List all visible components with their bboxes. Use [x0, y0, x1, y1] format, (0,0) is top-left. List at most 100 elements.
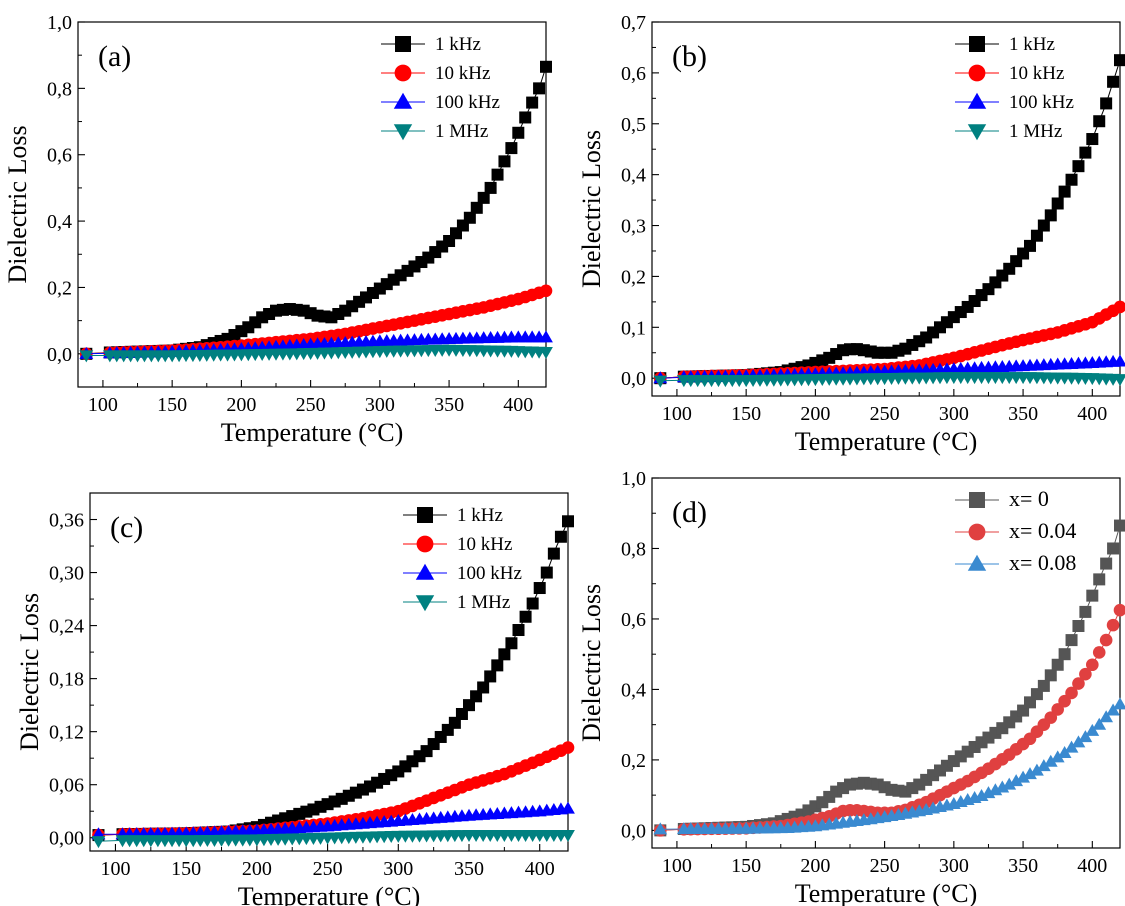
data-point — [1030, 229, 1043, 242]
data-point — [1113, 603, 1125, 617]
data-point — [1113, 354, 1125, 367]
data-point — [1107, 542, 1120, 555]
data-point — [1113, 697, 1125, 710]
x-tick-label: 100 — [100, 858, 130, 880]
data-point — [1051, 703, 1064, 716]
data-point — [1065, 173, 1078, 186]
data-point — [1079, 605, 1092, 618]
data-point — [1078, 730, 1093, 743]
series-3 — [653, 372, 1125, 388]
x-tick-label: 200 — [800, 855, 830, 877]
y-tick-label: 0,06 — [49, 775, 84, 797]
data-point — [519, 111, 532, 124]
y-tick-label: 0,8 — [47, 78, 72, 100]
data-point — [1037, 679, 1050, 692]
series-2 — [653, 697, 1125, 835]
data-point — [1100, 97, 1113, 110]
data-point — [561, 829, 575, 842]
legend-marker — [394, 64, 412, 82]
plot-frame — [89, 492, 569, 852]
x-tick-label: 400 — [1077, 403, 1107, 425]
x-tick-label: 350 — [454, 858, 484, 880]
legend-label: 1 kHz — [457, 505, 503, 526]
y-tick-label: 0,30 — [49, 563, 84, 585]
legend: 1 kHz 10 kHz 100 kHz 1 MHz — [381, 34, 500, 142]
x-axis-label: Temperature (°C) — [795, 427, 978, 456]
x-tick-label: 400 — [1077, 855, 1107, 877]
data-point — [562, 515, 574, 528]
data-point — [1106, 703, 1120, 716]
x-tick-label: 300 — [939, 403, 969, 425]
x-tick-label: 100 — [662, 855, 692, 877]
data-point — [1093, 115, 1106, 128]
data-point — [1058, 694, 1071, 708]
data-point — [1050, 750, 1065, 763]
y-axis-label: Dielectric Loss — [15, 593, 44, 751]
y-tick-label: 0,6 — [621, 63, 646, 85]
y-tick-label: 0,36 — [49, 510, 84, 532]
data-point — [1113, 374, 1125, 387]
data-point — [1072, 620, 1085, 632]
y-tick-label: 0,12 — [49, 722, 84, 744]
panel-label: (a) — [98, 40, 131, 73]
x-tick-label: 200 — [242, 858, 272, 880]
data-point — [526, 96, 539, 109]
data-point — [1085, 723, 1100, 736]
x-tick-label: 350 — [434, 394, 464, 416]
x-tick-label: 400 — [525, 858, 555, 880]
y-axis-label: Dielectric Loss — [577, 130, 606, 288]
y-tick-label: 1,0 — [621, 468, 646, 490]
legend-label: x= 0 — [1009, 486, 1049, 511]
legend: x= 0 x= 0.04 x= 0.08 — [955, 486, 1076, 575]
data-point — [91, 836, 106, 849]
data-point — [554, 530, 567, 543]
legend-marker — [969, 36, 985, 52]
data-point — [1086, 133, 1099, 146]
data-point — [477, 191, 490, 204]
panel-label: (b) — [672, 40, 707, 73]
y-tick-label: 0,3 — [621, 216, 646, 238]
data-point — [1058, 185, 1071, 198]
data-point — [1065, 686, 1078, 700]
data-point — [1043, 754, 1058, 767]
data-point — [1064, 740, 1079, 753]
legend-label: 100 kHz — [435, 92, 500, 113]
data-point — [1114, 519, 1125, 532]
panel-label: (d) — [672, 496, 707, 529]
legend-marker — [967, 554, 987, 571]
legend-marker — [968, 523, 986, 541]
x-axis-label: Temperature (°C) — [238, 882, 421, 906]
x-tick-label: 300 — [383, 858, 413, 880]
y-tick-label: 0,4 — [621, 679, 646, 701]
data-point — [539, 347, 553, 360]
x-tick-label: 150 — [731, 403, 761, 425]
data-point — [1092, 646, 1106, 659]
data-point — [1044, 711, 1058, 724]
x-axis-label: Temperature (°C) — [221, 418, 404, 447]
data-point — [1086, 589, 1099, 602]
data-point — [470, 201, 483, 214]
panel-label: (c) — [110, 511, 143, 544]
y-tick-label: 0,6 — [621, 609, 646, 631]
data-point — [1106, 618, 1120, 632]
data-point — [79, 350, 94, 363]
data-point — [463, 211, 476, 224]
data-point — [505, 637, 518, 650]
data-point — [1093, 573, 1106, 586]
data-point — [1024, 239, 1036, 252]
legend-marker — [415, 563, 435, 580]
y-tick-label: 0,24 — [49, 616, 84, 638]
series-1 — [654, 603, 1125, 837]
data-point — [491, 659, 504, 672]
plot-frame — [651, 21, 1121, 397]
legend-marker — [417, 507, 433, 523]
data-point — [533, 582, 546, 595]
legend-marker — [395, 36, 411, 52]
data-point — [1058, 648, 1071, 661]
chart-panel-d: 0,0 0,2 0,4 0,6 0,8 1,0 100 150 200 250 300 350 400 T… — [577, 468, 1125, 906]
legend-marker — [968, 64, 986, 82]
data-point — [491, 168, 504, 181]
y-tick-label: 0,00 — [49, 828, 84, 850]
data-point — [1086, 658, 1099, 672]
x-tick-label: 250 — [870, 403, 900, 425]
